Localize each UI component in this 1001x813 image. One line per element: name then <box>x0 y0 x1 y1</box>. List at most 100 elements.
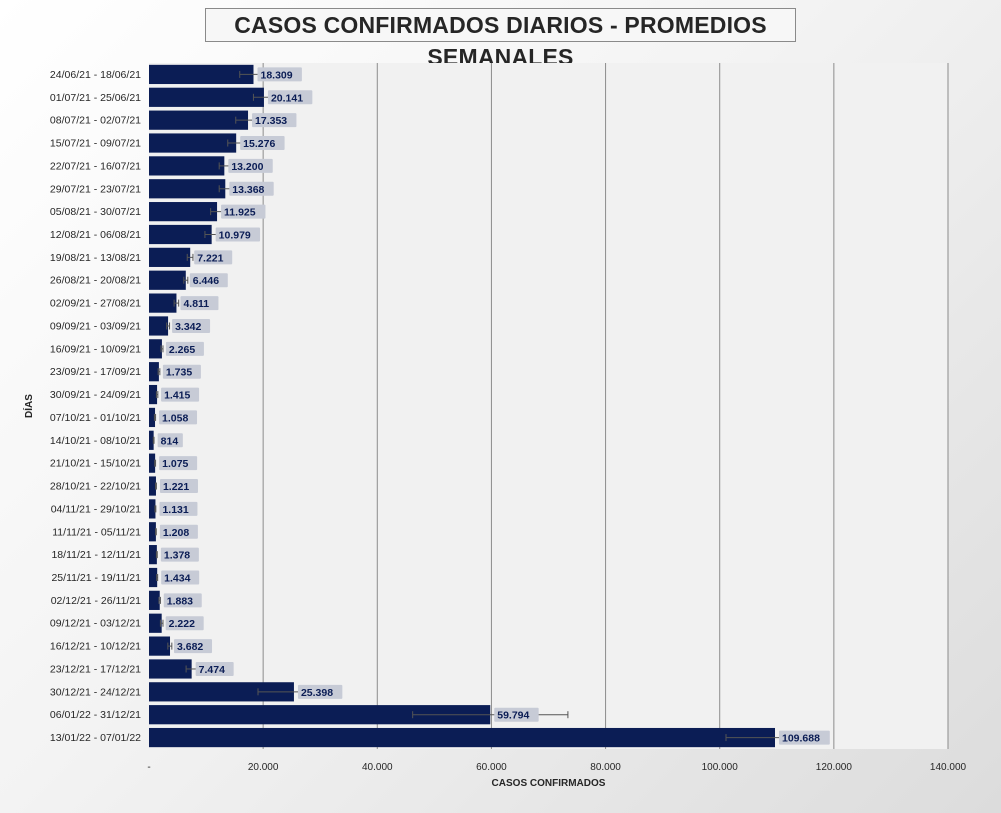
data-label-box <box>160 547 199 562</box>
bar <box>149 224 212 245</box>
category-label: 26/08/21 - 20/08/21 <box>50 275 141 287</box>
bar <box>149 705 491 725</box>
data-label: 1.058 <box>162 412 188 424</box>
data-label: 109.688 <box>782 733 820 745</box>
data-label: 814 <box>161 435 179 447</box>
data-label: 1.208 <box>163 527 189 539</box>
category-label: 02/12/21 - 26/11/21 <box>51 595 141 607</box>
data-label-box <box>221 204 266 219</box>
category-label: 12/08/21 - 06/08/21 <box>50 229 141 241</box>
category-label: 09/12/21 - 03/12/21 <box>50 618 141 630</box>
category-label: 16/12/21 - 10/12/21 <box>50 641 141 653</box>
data-label-box <box>159 479 198 494</box>
data-label-box <box>195 661 234 676</box>
category-label: 09/09/21 - 03/09/21 <box>50 320 141 332</box>
data-label: 2.222 <box>169 618 195 630</box>
data-label-box <box>252 113 297 128</box>
bar <box>149 430 154 450</box>
category-label: 29/07/21 - 23/07/21 <box>50 183 141 195</box>
data-label-box <box>194 250 233 265</box>
data-label-box <box>162 364 201 379</box>
data-label-box <box>180 296 219 311</box>
data-label-box <box>157 433 183 448</box>
x-axis-label: CASOS CONFIRMADOS <box>492 778 606 789</box>
category-label: 14/10/21 - 08/10/21 <box>50 435 141 447</box>
bar <box>149 293 177 313</box>
category-label: 22/07/21 - 16/07/21 <box>50 160 141 172</box>
category-label: 11/11/21 - 05/11/21 <box>52 526 141 538</box>
data-label: 13.368 <box>232 184 264 196</box>
data-label: 4.811 <box>183 298 209 310</box>
x-tick-label: 100.000 <box>702 762 739 773</box>
bar <box>149 362 159 382</box>
bar <box>149 727 776 748</box>
data-label: 1.131 <box>162 504 188 516</box>
bar <box>149 659 192 679</box>
bar <box>149 384 158 405</box>
data-label-box <box>159 456 198 471</box>
x-tick-label: 40.000 <box>362 762 393 773</box>
data-label-box <box>779 730 830 745</box>
data-label-box <box>257 67 302 82</box>
bar <box>149 87 264 107</box>
category-label: 16/09/21 - 10/09/21 <box>50 343 141 355</box>
category-label: 30/12/21 - 24/12/21 <box>50 686 141 698</box>
bar <box>149 613 162 633</box>
data-label: 13.200 <box>231 161 263 173</box>
category-label: 24/06/21 - 18/06/21 <box>50 69 141 81</box>
data-label-box <box>189 273 228 288</box>
x-tick-label: 120.000 <box>816 762 853 773</box>
data-label: 3.342 <box>175 321 201 333</box>
category-label: 07/10/21 - 01/10/21 <box>50 412 141 424</box>
data-label: 6.446 <box>193 275 219 287</box>
bar <box>149 316 169 336</box>
data-label-box <box>159 410 198 425</box>
bar <box>149 545 157 565</box>
data-label: 2.265 <box>169 344 195 356</box>
data-label-box <box>228 158 273 173</box>
data-label: 1.075 <box>162 458 188 470</box>
x-tick-label: 80.000 <box>590 762 621 773</box>
data-label: 1.221 <box>163 481 189 493</box>
data-label-box <box>229 181 274 196</box>
data-label: 1.415 <box>164 390 190 402</box>
category-label: 06/01/22 - 31/12/21 <box>50 709 141 721</box>
bar <box>149 453 156 473</box>
category-label: 23/09/21 - 17/09/21 <box>50 366 141 378</box>
x-tick-label: 20.000 <box>248 762 279 773</box>
data-label-box <box>159 524 198 539</box>
category-label: 21/10/21 - 15/10/21 <box>50 458 141 470</box>
data-label-box <box>215 227 261 242</box>
bar <box>149 156 225 176</box>
category-label: 30/09/21 - 24/09/21 <box>50 389 141 401</box>
data-label-box <box>161 387 200 402</box>
bar <box>149 270 186 290</box>
category-label: 08/07/21 - 02/07/21 <box>50 115 141 127</box>
data-label: 20.141 <box>271 92 303 104</box>
data-label: 1.434 <box>164 573 190 585</box>
data-label: 11.925 <box>224 207 256 219</box>
bar <box>149 567 158 588</box>
category-label: 23/12/21 - 17/12/21 <box>50 663 141 675</box>
category-label: 05/08/21 - 30/07/21 <box>50 206 141 218</box>
data-label: 3.682 <box>177 641 203 653</box>
data-label: 59.794 <box>497 710 529 722</box>
data-label-box <box>297 684 343 699</box>
category-label: 28/10/21 - 22/10/21 <box>50 481 141 493</box>
x-tick-label: 140.000 <box>930 762 967 773</box>
x-tick-label: - <box>147 762 150 773</box>
bar <box>149 522 156 542</box>
data-label: 7.474 <box>199 664 225 676</box>
bar <box>149 407 156 428</box>
data-label: 10.979 <box>219 230 251 242</box>
bar <box>149 499 156 519</box>
data-label-box <box>267 90 313 105</box>
data-label: 1.378 <box>164 550 190 562</box>
bar <box>149 247 191 267</box>
plot-area <box>149 63 948 749</box>
category-label: 15/07/21 - 09/07/21 <box>50 138 141 150</box>
data-label-box <box>163 593 202 608</box>
data-label-box <box>165 616 204 631</box>
